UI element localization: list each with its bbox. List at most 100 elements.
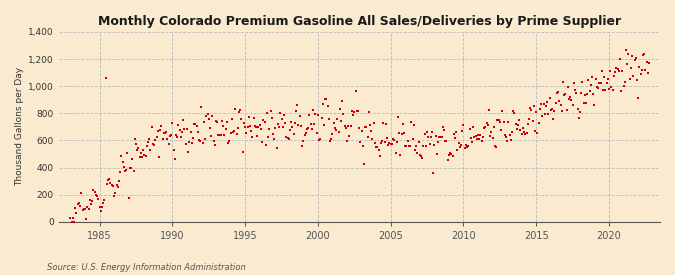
Point — [576, 91, 587, 95]
Point — [101, 182, 112, 186]
Point — [614, 57, 625, 61]
Point — [179, 126, 190, 131]
Point — [531, 110, 541, 114]
Point — [477, 135, 488, 139]
Point — [454, 145, 465, 149]
Point — [286, 120, 296, 125]
Point — [573, 116, 584, 120]
Point — [508, 109, 518, 114]
Point — [357, 144, 368, 148]
Point — [191, 124, 202, 128]
Point — [290, 120, 300, 125]
Point — [151, 135, 162, 139]
Point — [206, 133, 217, 138]
Point — [446, 151, 457, 156]
Point — [518, 130, 529, 135]
Point — [358, 161, 369, 166]
Point — [271, 145, 282, 150]
Point — [299, 133, 310, 137]
Point — [396, 132, 407, 136]
Point — [195, 139, 206, 143]
Point — [549, 109, 560, 114]
Point — [213, 133, 224, 137]
Point — [437, 124, 448, 129]
Point — [103, 178, 113, 182]
Point — [66, 219, 77, 224]
Point — [401, 144, 412, 148]
Point — [284, 137, 294, 142]
Point — [345, 124, 356, 128]
Point — [566, 98, 577, 102]
Point — [188, 136, 198, 140]
Point — [550, 101, 561, 105]
Point — [302, 127, 313, 132]
Point — [234, 109, 244, 114]
Point — [78, 207, 89, 211]
Point — [485, 133, 495, 138]
Point — [565, 95, 576, 99]
Point — [313, 113, 323, 117]
Point — [352, 109, 363, 113]
Point — [600, 88, 611, 92]
Point — [116, 154, 127, 158]
Point — [423, 134, 434, 139]
Point — [369, 121, 379, 125]
Point — [381, 136, 392, 141]
Point — [218, 124, 229, 128]
Point — [214, 132, 225, 137]
Point — [572, 106, 583, 111]
Point — [159, 131, 169, 135]
Point — [202, 112, 213, 116]
Point — [492, 118, 503, 122]
Point — [356, 129, 367, 134]
Point — [475, 133, 486, 137]
Point — [69, 219, 80, 224]
Point — [160, 131, 171, 135]
Point — [589, 103, 600, 108]
Point — [240, 125, 250, 129]
Point — [303, 125, 314, 130]
Point — [483, 122, 493, 127]
Point — [626, 54, 637, 59]
Point — [522, 122, 533, 126]
Point — [500, 133, 510, 137]
Point — [309, 121, 320, 126]
Point — [153, 129, 163, 134]
Point — [346, 109, 357, 113]
Point — [325, 139, 335, 143]
Point — [622, 62, 632, 67]
Point — [310, 112, 321, 116]
Point — [88, 188, 99, 192]
Point — [174, 127, 185, 132]
Point — [205, 126, 215, 130]
Point — [462, 145, 472, 149]
Point — [524, 106, 535, 110]
Point — [311, 131, 322, 135]
Point — [602, 77, 613, 81]
Point — [497, 109, 508, 114]
Point — [471, 137, 482, 141]
Point — [189, 122, 200, 126]
Point — [366, 128, 377, 133]
Point — [513, 123, 524, 127]
Point — [512, 126, 522, 131]
Point — [489, 125, 500, 130]
Point — [360, 125, 371, 130]
Point — [620, 80, 630, 84]
Point — [637, 68, 647, 73]
Point — [104, 177, 115, 181]
Point — [230, 107, 241, 111]
Point — [165, 133, 176, 138]
Point — [255, 126, 266, 131]
Point — [148, 142, 159, 147]
Point — [208, 139, 219, 143]
Point — [634, 65, 645, 69]
Point — [595, 81, 606, 86]
Point — [334, 107, 345, 112]
Point — [65, 216, 76, 220]
Point — [418, 143, 429, 148]
Point — [606, 84, 617, 89]
Point — [256, 140, 267, 145]
Point — [343, 123, 354, 128]
Point — [428, 171, 439, 175]
